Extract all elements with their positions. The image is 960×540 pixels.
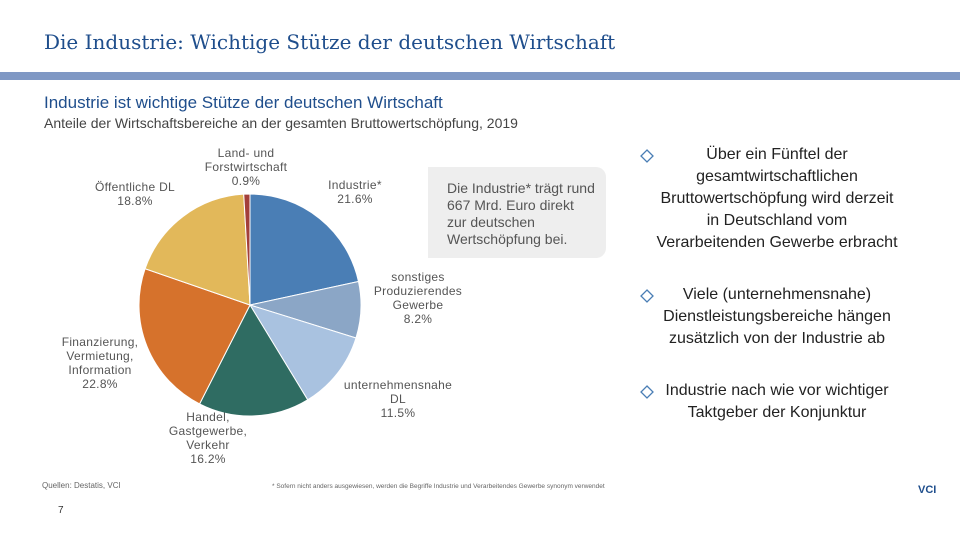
- category-label: Land- und Forstwirtschaft: [204, 146, 288, 174]
- bullet-text: Industrie nach wie vor wichtiger Taktgeb…: [665, 382, 889, 421]
- category-label: sonstiges Produzierendes Gewerbe: [373, 270, 463, 312]
- pie-label: Land- und Forstwirtschaft 0.9%: [191, 146, 301, 188]
- slide-title: Die Industrie: Wichtige Stütze der deuts…: [44, 30, 616, 54]
- chart-title: Industrie ist wichtige Stütze der deutsc…: [44, 93, 443, 112]
- value-label: 0.9%: [231, 174, 261, 188]
- bullet: Industrie nach wie vor wichtiger Taktgeb…: [640, 380, 900, 424]
- value-label: 8.2%: [403, 312, 433, 326]
- pie-label: Öffentliche DL 18.8%: [80, 180, 190, 208]
- pie-slice: [138, 268, 251, 405]
- value-label: 21.6%: [337, 192, 373, 206]
- value-label: 16.2%: [190, 452, 226, 466]
- category-label: Öffentliche DL: [94, 180, 176, 194]
- bullet: Viele (unternehmensnahe) Dienstleistungs…: [640, 284, 900, 350]
- callout-box: [428, 167, 606, 258]
- category-label: unternehmensnahe DL: [343, 378, 453, 406]
- bullet: Über ein Fünftel der gesamtwirtschaftlic…: [640, 144, 900, 254]
- pie-slice: [198, 303, 309, 417]
- pie-label: Finanzierung, Vermietung, Information 22.…: [45, 335, 155, 391]
- pie-label: sonstiges Produzierendes Gewerbe 8.2%: [363, 270, 473, 326]
- bullet-text: Viele (unternehmensnahe) Dienstleistungs…: [663, 286, 891, 347]
- category-label: Handel, Gastgewerbe, Verkehr: [168, 410, 248, 452]
- diamond: [640, 149, 654, 163]
- value-label: 11.5%: [380, 406, 416, 420]
- logo: VCI: [918, 484, 937, 496]
- bullet-icon: [640, 149, 654, 163]
- category-label: Finanzierung, Vermietung, Information: [61, 335, 139, 377]
- pie-slice: [249, 193, 360, 306]
- value-label: 18.8%: [117, 194, 153, 208]
- header-band: [0, 72, 960, 80]
- pie-label: Industrie* 21.6%: [300, 178, 410, 206]
- diamond: [640, 385, 654, 399]
- page-number: 7: [58, 505, 64, 516]
- bullet-text: Über ein Fünftel der gesamtwirtschaftlic…: [656, 146, 898, 251]
- callout-text: Die Industrie* trägt rund 667 Mrd. Euro …: [447, 180, 595, 247]
- category-label: Industrie*: [328, 178, 382, 192]
- chart-subtitle: Anteile der Wirtschaftsbereiche an der g…: [44, 115, 518, 131]
- bullet-icon: [640, 289, 654, 303]
- bullet-icon: [640, 385, 654, 399]
- pie-label: unternehmensnahe DL 11.5%: [343, 378, 453, 420]
- value-label: 22.8%: [82, 377, 118, 391]
- footnote: * Sofern nicht anders ausgewiesen, werde…: [272, 483, 605, 490]
- source: Quellen: Destatis, VCI: [42, 481, 121, 490]
- diamond: [640, 289, 654, 303]
- pie-label: Handel, Gastgewerbe, Verkehr 16.2%: [153, 410, 263, 466]
- pie-slice: [243, 193, 251, 306]
- pie-slice: [144, 193, 251, 306]
- pie-slice: [248, 304, 357, 401]
